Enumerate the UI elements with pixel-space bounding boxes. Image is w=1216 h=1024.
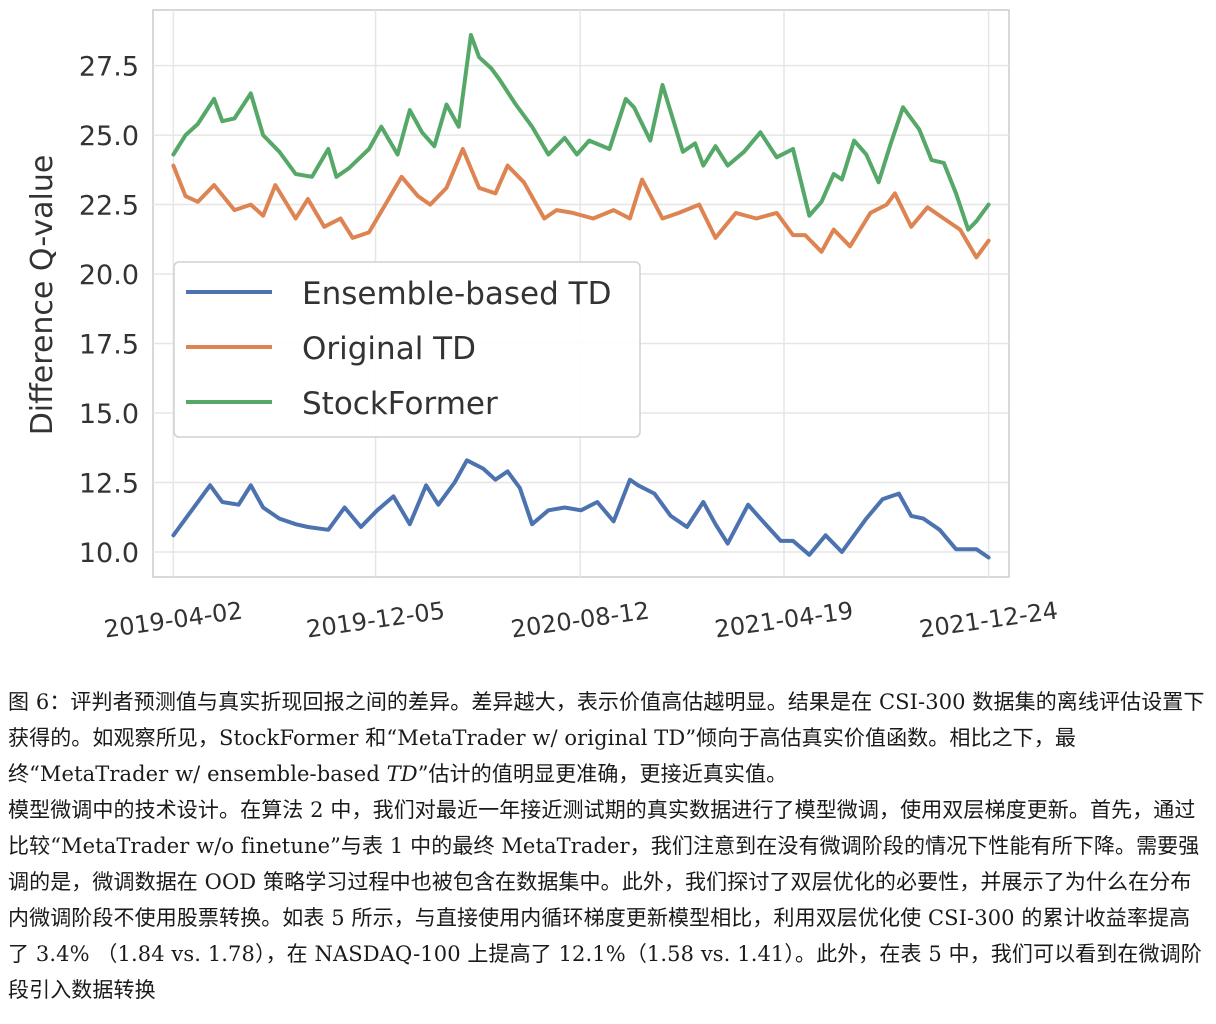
y-tick-label: 22.5 [79, 191, 139, 222]
y-tick-label: 12.5 [79, 469, 139, 500]
caption-tail: ”估计的值明显更准确，更接近真实值。 [417, 762, 788, 786]
legend-label-ensemble: Ensemble-based TD [302, 276, 611, 312]
y-tick-label: 25.0 [79, 121, 139, 152]
series-line-1 [171, 147, 991, 260]
legend-box [173, 261, 641, 438]
figure-caption: 图 6：评判者预测值与真实折现回报之间的差异。差异越大，表示价值高估越明显。结果… [8, 684, 1208, 792]
y-axis-label: Difference Q-value [25, 155, 60, 436]
y-tick-label: 20.0 [79, 260, 139, 291]
text-block: 图 6：评判者预测值与真实折现回报之间的差异。差异越大，表示价值高估越明显。结果… [8, 684, 1208, 1008]
caption-math: TD [386, 762, 418, 786]
series-line-0 [171, 458, 991, 560]
y-tick-label: 17.5 [79, 330, 139, 361]
legend-label-stockformer: StockFormer [302, 386, 498, 422]
legend: Ensemble-based TD Original TD StockForme… [173, 261, 641, 438]
q-value-chart: 10.0 12.5 15.0 17.5 20.0 22.5 25.0 27.5 2019-04… [25, 9, 1060, 644]
y-tick-label: 27.5 [79, 52, 139, 83]
legend-label-original: Original TD [302, 331, 476, 367]
x-tick-label: 2021-12-24 [918, 596, 1060, 643]
y-ticks: 10.0 12.5 15.0 17.5 20.0 22.5 25.0 27.5 [79, 52, 139, 569]
series-lines [171, 33, 991, 560]
x-ticks: 2019-04-02 2019-12-05 2020-08-12 2021-04-19… [102, 596, 1059, 643]
series-line-2 [171, 33, 991, 232]
x-tick-label: 2021-04-19 [713, 596, 855, 643]
body-paragraph: 模型微调中的技术设计。在算法 2 中，我们对最近一年接近测试期的真实数据进行了模… [8, 798, 1202, 1002]
x-tick-label: 2020-08-12 [509, 596, 651, 643]
x-tick-label: 2019-04-02 [102, 596, 244, 643]
y-tick-label: 15.0 [79, 399, 139, 430]
x-tick-label: 2019-12-05 [305, 596, 447, 643]
y-tick-label: 10.0 [79, 538, 139, 569]
caption-text: 图 6：评判者预测值与真实折现回报之间的差异。差异越大，表示价值高估越明显。结果… [8, 690, 1205, 786]
